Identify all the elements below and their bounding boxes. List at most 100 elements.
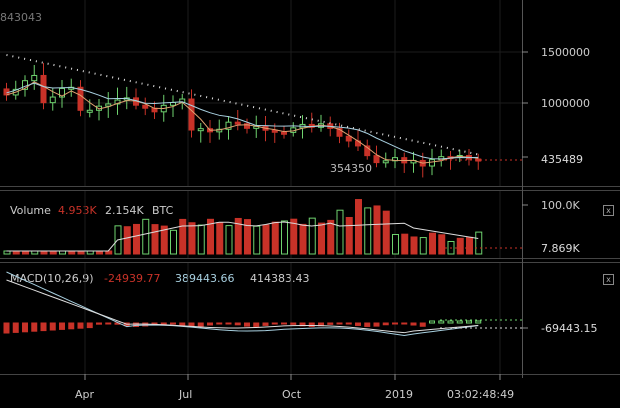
volume-bar (373, 205, 381, 255)
volume-ma-line (6, 221, 479, 252)
macd-histogram-bar (466, 320, 472, 324)
macd-panel[interactable]: MACD(10,26,9) -24939.77 389443.66 414383… (0, 262, 620, 374)
time-label-2019: 2019 (385, 388, 413, 401)
volume-unit: BTC (152, 204, 174, 217)
macd-indicator-name: MACD(10,26,9) (10, 272, 94, 285)
volume-bar (133, 223, 140, 255)
macd-histogram-bar (179, 322, 186, 326)
volume-bar (345, 216, 353, 255)
candle-body (271, 129, 278, 133)
volume-bar (271, 221, 279, 255)
volume-bar (234, 217, 242, 255)
macd-line (6, 271, 479, 336)
countdown-timer: 03:02:48:49 (447, 388, 515, 401)
macd-histogram-bar (475, 320, 482, 324)
volume-bar (429, 232, 436, 255)
volume-value-a: 4.953K (58, 204, 97, 217)
volume-value-b: 2.154K (105, 204, 144, 217)
price-axis-tick-1500000: 1500000 (541, 46, 590, 59)
macd-histogram-bar (105, 322, 112, 325)
macd-histogram-bar (40, 322, 47, 332)
macd-histogram-bar (244, 322, 250, 327)
macd-histogram-bar (271, 322, 278, 325)
time-label-apr: Apr (75, 388, 95, 401)
candle-body (40, 74, 47, 104)
price-ma-medium (6, 82, 479, 160)
macd-histogram-bar (336, 322, 343, 325)
macd-histogram-bar (59, 322, 65, 330)
volume-bar (244, 219, 251, 255)
macd-histogram-bar (12, 322, 19, 333)
volume-bar (170, 229, 177, 255)
macd-histogram-bar (419, 322, 426, 327)
volume-bar (456, 237, 464, 255)
macd-histogram-bar (355, 322, 361, 326)
volume-bar (355, 199, 362, 255)
candle-body (225, 121, 232, 130)
candle-body (105, 103, 112, 107)
macd-signal-line (6, 279, 479, 334)
time-axis: Apr Jul Oct 2019 03:02:48:49 (0, 378, 620, 408)
candle-body (77, 86, 84, 111)
candle-body (345, 135, 352, 142)
candle-body (234, 121, 241, 125)
volume-bar (197, 224, 205, 255)
macd-histogram-bar (281, 322, 287, 325)
price-panel[interactable]: 843043 1500000 1000000 435489 354350 (0, 0, 620, 186)
macd-histogram-bar (77, 322, 84, 329)
macd-close-icon[interactable]: x (603, 274, 614, 285)
macd-histogram-bar (410, 322, 417, 326)
volume-bar (160, 225, 168, 255)
macd-histogram-bar (438, 320, 445, 324)
macd-histogram-bar (262, 322, 269, 326)
volume-bar (410, 236, 418, 255)
macd-histogram-bar (133, 322, 139, 327)
candle-body (429, 159, 435, 167)
volume-bar (151, 224, 159, 255)
candle-body (49, 96, 56, 104)
candle-body (59, 87, 65, 98)
candle-body (114, 99, 121, 105)
low-price-marker: 354350 (330, 162, 372, 175)
volume-bar (142, 218, 150, 255)
macd-histogram-bar (31, 322, 38, 332)
macd-histogram-bar (234, 322, 241, 326)
macd-histogram-bar (290, 322, 297, 325)
price-axis-tick-1000000: 1000000 (541, 97, 590, 110)
volume-bar (188, 222, 196, 255)
volume-bar (327, 219, 335, 255)
volume-bar (401, 233, 409, 255)
candle-body (216, 128, 223, 133)
volume-bar (364, 207, 372, 255)
macd-histogram-bar (197, 322, 204, 327)
macd-histogram-bar (447, 320, 454, 324)
volume-bar (253, 225, 261, 255)
volume-bar (475, 231, 483, 255)
candle-body (382, 160, 389, 164)
volume-bar (207, 218, 214, 255)
volume-bar (179, 218, 187, 255)
volume-bar (225, 225, 233, 255)
candle-body (197, 128, 204, 132)
macd-histogram-bar (429, 320, 435, 324)
volume-bar (392, 233, 399, 255)
price-top-label: 843043 (0, 11, 42, 24)
macd-histogram-bar (308, 322, 315, 327)
volume-bar (336, 209, 344, 255)
macd-histogram-bar (401, 322, 408, 325)
macd-histogram-bar (86, 322, 93, 329)
macd-histogram-bar (253, 322, 260, 327)
candle-body (188, 98, 195, 131)
macd-histogram-bar (364, 322, 371, 327)
volume-bar (382, 210, 390, 255)
macd-histogram-bar (327, 322, 334, 325)
volume-close-icon[interactable]: x (603, 205, 614, 216)
current-price-label: 435489 (539, 153, 585, 166)
price-ma-short (6, 81, 479, 164)
price-ma-long (6, 54, 479, 156)
macd-histogram-bar (68, 322, 75, 330)
volume-panel[interactable]: Volume 4.953K 2.154K BTC 100.0K 7.869K x (0, 190, 620, 258)
macd-histogram-bar (160, 322, 167, 325)
macd-histogram-bar (392, 322, 398, 325)
